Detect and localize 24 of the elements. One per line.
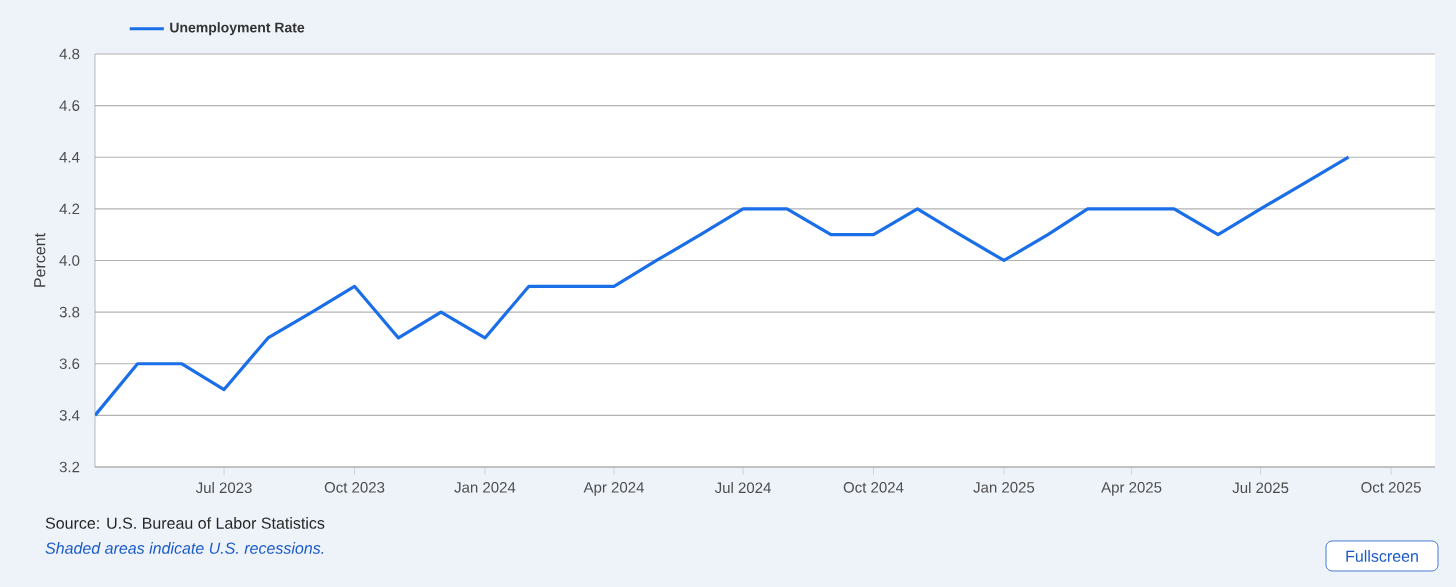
x-tick-label: Jul 2025 xyxy=(1232,482,1289,494)
y-tick-label: 4.0 xyxy=(59,255,80,266)
x-tick-label: Apr 2025 xyxy=(1101,482,1162,496)
source-note: Source: U.S. Bureau of Labor Statistics xyxy=(45,517,325,529)
text: Shaded areas indicate U.S. recessions. xyxy=(45,542,324,554)
y-tick-label: 3.8 xyxy=(59,306,80,318)
text: Fullscreen xyxy=(1346,550,1418,562)
x-tick-label: Jan 2025 xyxy=(973,482,1035,493)
y-tick-label: 4.2 xyxy=(59,203,80,215)
legend-label: Unemployment Rate xyxy=(170,22,305,36)
y-tick-label: 4.4 xyxy=(59,152,80,163)
y-tick-label: 3.6 xyxy=(59,358,80,370)
x-tick-label: Oct 2023 xyxy=(324,482,385,493)
y-axis-title: Percent xyxy=(34,233,46,287)
x-tick-label: Oct 2025 xyxy=(1361,482,1421,493)
x-tick-label: Apr 2024 xyxy=(583,482,644,496)
x-tick-label: Jul 2023 xyxy=(195,482,252,494)
y-tick-label: 4.6 xyxy=(59,100,80,111)
y-tick-label: 4.8 xyxy=(59,48,80,60)
y-tick-label: 3.2 xyxy=(59,461,80,473)
x-tick-label: Oct 2024 xyxy=(843,482,904,493)
x-tick-label: Jul 2024 xyxy=(714,482,771,494)
y-tick-label: 3.4 xyxy=(59,410,80,421)
x-tick-label: Jan 2024 xyxy=(454,482,516,493)
